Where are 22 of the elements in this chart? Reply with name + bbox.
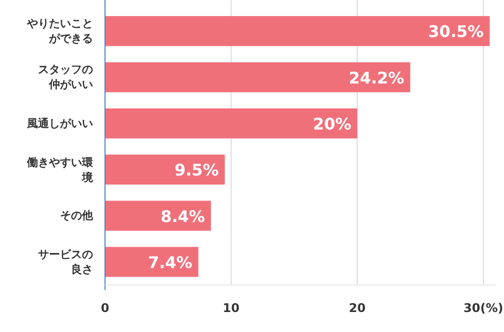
- x-tick-label: 20: [348, 301, 366, 315]
- x-tick-label: 30(%): [464, 301, 504, 315]
- y-tick-label: その他: [59, 208, 93, 224]
- bar: [105, 246, 198, 277]
- bar: [105, 16, 490, 46]
- data-label: 7.4%: [148, 252, 192, 272]
- y-tick-label: 風通しがいい: [26, 116, 93, 131]
- data-label: 24.2%: [348, 68, 404, 88]
- bar: [105, 62, 410, 92]
- data-label: 8.4%: [160, 206, 205, 226]
- y-tick-label: 働きやすい環境: [26, 154, 93, 185]
- data-label: 30.5%: [428, 22, 484, 42]
- bar: [105, 154, 225, 185]
- y-tick-label: サービスの良さ: [37, 246, 93, 277]
- y-tick-label: やりたいことができる: [26, 16, 93, 46]
- x-tick-label: 0: [100, 301, 110, 315]
- y-tick-label: スタッフの仲がいい: [37, 62, 93, 92]
- bar: [105, 200, 211, 231]
- data-label: 20%: [312, 114, 352, 134]
- x-tick-label: 10: [222, 301, 240, 315]
- data-label: 9.5%: [174, 160, 219, 180]
- bar: [105, 108, 358, 138]
